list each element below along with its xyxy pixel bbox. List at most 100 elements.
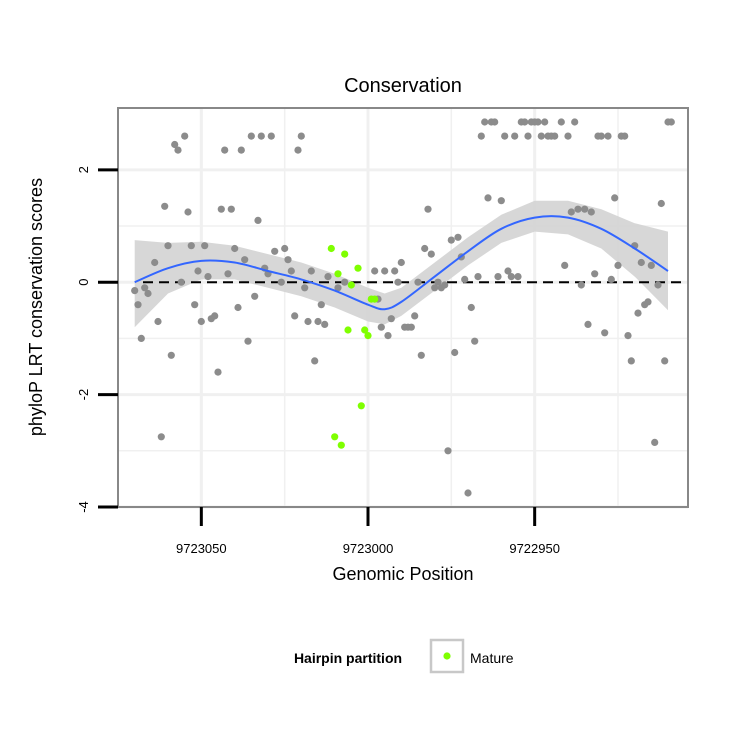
data-point-other [164,242,172,250]
y-tick-label: -2 [76,389,91,401]
data-point-mature [327,244,335,253]
data-point-other [377,323,385,331]
data-point-other [634,309,642,317]
data-point-other [597,132,605,140]
data-point-mature [341,250,349,258]
data-point-other [541,118,549,126]
data-point-other [171,140,179,149]
data-point-other [191,301,199,309]
data-point-other [244,337,252,345]
data-point-other [307,267,315,275]
data-point-other [524,132,532,140]
data-point-mature [344,326,352,334]
data-point-other [461,275,469,283]
data-point-other [447,236,455,244]
data-point-other [477,132,485,140]
data-point-other [294,146,302,154]
data-point-other [321,320,329,328]
data-point-other [621,132,629,140]
data-point-other [564,132,572,140]
data-point-other [667,118,675,126]
data-point-other [394,278,402,286]
data-point-other [504,267,512,275]
x-tick-label: 9723000 [343,541,394,556]
data-point-other [431,284,439,292]
data-point-other [434,278,442,286]
legend: Hairpin partition Mature [294,638,514,674]
data-point-other [371,267,379,275]
data-point-other [247,132,255,140]
data-point-other [591,270,599,278]
x-axis: 9723050 9723000 9722950 [176,507,560,556]
data-point-other [654,281,662,289]
data-point-other [471,337,479,345]
data-point-other [141,284,149,292]
data-point-other [604,132,612,140]
data-point-other [194,267,202,275]
data-point-other [251,292,259,300]
data-point-other [334,284,342,292]
x-axis-title: Genomic Position [332,564,473,584]
data-point-mature [357,402,365,410]
data-point-other [151,258,159,267]
data-point-other [657,199,665,208]
data-point-other [501,132,509,140]
data-point-other [154,317,162,326]
data-point-other [424,205,432,213]
data-point-other [614,261,622,269]
data-point-other [204,273,212,281]
data-point-other [497,197,505,205]
data-point-other [484,194,492,202]
data-point-other [184,208,192,216]
data-point-other [584,320,592,328]
data-point-other [521,118,529,126]
data-point-other [291,312,299,320]
y-tick-label: 0 [76,279,91,286]
data-point-other [197,317,205,326]
data-point-other [384,332,392,340]
data-point-other [301,284,309,292]
data-point-other [381,267,389,275]
data-point-other [414,278,422,286]
plot-panel [117,107,689,509]
legend-key-mature-point [443,652,451,660]
data-point-other [467,303,475,312]
data-point-other [567,208,575,216]
data-point-other [161,202,169,210]
data-point-other [224,270,232,278]
data-point-other [221,146,229,154]
legend-title: Hairpin partition [294,650,402,666]
loess-smooth-line [134,215,669,311]
data-point-other [491,118,499,126]
data-point-other [237,146,245,154]
data-point-other [137,334,145,342]
legend-key-box [429,638,465,674]
smooth-curve-layer [134,215,669,311]
data-point-other [534,118,542,126]
data-point-other [637,258,645,267]
data-point-mature [331,433,339,441]
data-point-other [211,312,219,320]
data-point-mature [337,441,345,449]
data-point-other [507,273,515,281]
data-point-other [304,317,312,326]
data-point-other [287,267,295,275]
data-point-other [284,256,292,264]
data-point-other [607,275,615,283]
data-point-other [227,205,235,213]
data-point-other [511,132,519,140]
legend-label-mature: Mature [470,650,514,666]
data-point-other [514,273,522,281]
data-point-other [281,244,289,253]
data-point-other [391,267,399,275]
data-point-other [644,298,652,306]
data-point-other [241,256,249,264]
data-point-other [441,281,449,289]
data-point-other [267,132,275,140]
data-point-other [271,247,279,255]
data-point-other [421,244,429,253]
data-point-other [144,289,152,298]
data-point-other [214,368,222,376]
data-point-other [647,261,655,269]
